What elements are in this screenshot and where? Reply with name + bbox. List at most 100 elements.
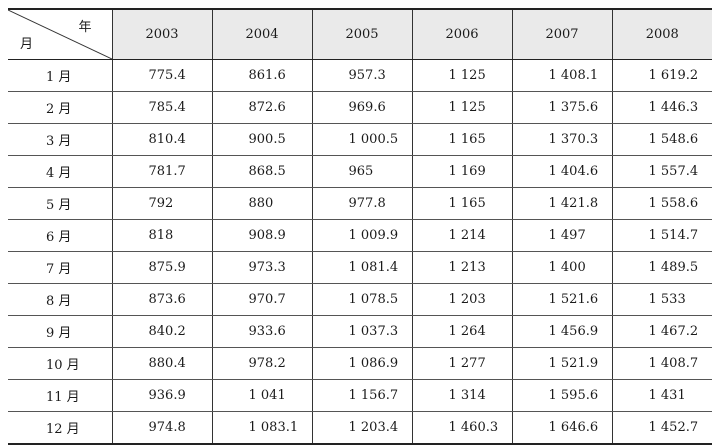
value-cell: 873.6 <box>111 283 213 316</box>
value-cell: 1 521.9 <box>511 347 613 380</box>
value-cell: 1 213 <box>411 251 513 284</box>
month-cell: 5 月 <box>8 187 113 220</box>
value-cell: 1 431 <box>611 379 712 412</box>
value-cell: 900.5 <box>211 123 313 156</box>
value-cell: 1 214 <box>411 219 513 252</box>
value-cell: 1 619.2 <box>612 59 712 92</box>
table-row: 5 月 792 880 977.8 1 165 1 421.8 1 558.6 <box>8 187 712 220</box>
value-cell: 861.6 <box>212 59 313 92</box>
value-cell: 936.9 <box>111 379 213 412</box>
value-cell: 1 557.4 <box>611 155 712 188</box>
value-cell: 1 595.6 <box>511 379 613 412</box>
value-cell: 957.3 <box>312 59 413 92</box>
table-row: 9 月 840.2 933.6 1 037.3 1 264 1 456.9 1 467.2 <box>8 315 712 348</box>
value-cell: 880 <box>211 187 313 220</box>
year-header: 2003 <box>112 8 213 60</box>
month-cell: 6 月 <box>8 219 113 252</box>
value-cell: 840.2 <box>111 315 213 348</box>
value-cell: 1 203.4 <box>311 411 413 445</box>
value-cell: 1 521.6 <box>511 283 613 316</box>
value-cell: 978.2 <box>211 347 313 380</box>
value-cell: 1 009.9 <box>311 219 413 252</box>
month-cell: 4 月 <box>8 155 113 188</box>
value-cell: 933.6 <box>211 315 313 348</box>
month-cell: 11 月 <box>8 379 113 412</box>
value-cell: 970.7 <box>211 283 313 316</box>
value-cell: 1 000.5 <box>311 123 413 156</box>
header-row: 年 月 2003 2004 2005 2006 2007 2008 <box>8 8 712 60</box>
value-cell: 1 467.2 <box>611 315 712 348</box>
value-cell: 875.9 <box>111 251 213 284</box>
value-cell: 810.4 <box>111 123 213 156</box>
corner-header-cell: 年 月 <box>8 8 113 60</box>
corner-month-label: 月 <box>20 37 34 52</box>
value-cell: 908.9 <box>211 219 313 252</box>
value-cell: 880.4 <box>111 347 213 380</box>
value-cell: 1 203 <box>411 283 513 316</box>
year-header: 2006 <box>412 8 513 60</box>
value-cell: 965 <box>311 155 413 188</box>
corner-year-label: 年 <box>78 20 92 35</box>
value-cell: 1 408.7 <box>611 347 712 380</box>
value-cell: 868.5 <box>211 155 313 188</box>
value-cell: 969.6 <box>311 91 413 124</box>
value-cell: 1 125 <box>411 91 513 124</box>
value-cell: 1 400 <box>511 251 613 284</box>
value-cell: 1 514.7 <box>611 219 712 252</box>
value-cell: 785.4 <box>111 91 213 124</box>
year-header: 2004 <box>212 8 313 60</box>
value-cell: 1 489.5 <box>611 251 712 284</box>
value-cell: 1 375.6 <box>511 91 613 124</box>
value-cell: 1 370.3 <box>511 123 613 156</box>
table-row: 1 月 775.4 861.6 957.3 1 125 1 408.1 1 619.2 <box>8 59 712 92</box>
table-row: 10 月 880.4 978.2 1 086.9 1 277 1 521.9 1 408.7 <box>8 347 712 380</box>
value-cell: 1 165 <box>411 123 513 156</box>
table-row: 7 月 875.9 973.3 1 081.4 1 213 1 400 1 489.5 <box>8 251 712 284</box>
value-cell: 1 460.3 <box>411 411 513 445</box>
value-cell: 1 169 <box>411 155 513 188</box>
month-cell: 1 月 <box>8 59 113 92</box>
month-cell: 9 月 <box>8 315 113 348</box>
value-cell: 1 421.8 <box>511 187 613 220</box>
table-row: 3 月 810.4 900.5 1 000.5 1 165 1 370.3 1 548.6 <box>8 123 712 156</box>
month-cell: 7 月 <box>8 251 113 284</box>
value-cell: 1 452.7 <box>611 411 712 445</box>
year-header: 2008 <box>612 8 712 60</box>
value-cell: 775.4 <box>112 59 213 92</box>
value-cell: 1 404.6 <box>511 155 613 188</box>
value-cell: 1 081.4 <box>311 251 413 284</box>
month-cell: 10 月 <box>8 347 113 380</box>
month-cell: 8 月 <box>8 283 113 316</box>
year-header: 2007 <box>512 8 613 60</box>
value-cell: 1 446.3 <box>611 91 712 124</box>
table-row: 4 月 781.7 868.5 965 1 169 1 404.6 1 557.4 <box>8 155 712 188</box>
value-cell: 1 533 <box>611 283 712 316</box>
month-cell: 12 月 <box>8 411 113 445</box>
value-cell: 1 548.6 <box>611 123 712 156</box>
value-cell: 1 086.9 <box>311 347 413 380</box>
value-cell: 1 314 <box>411 379 513 412</box>
table-row: 2 月 785.4 872.6 969.6 1 125 1 375.6 1 446.3 <box>8 91 712 124</box>
value-cell: 1 497 <box>511 219 613 252</box>
value-cell: 818 <box>111 219 213 252</box>
value-cell: 872.6 <box>211 91 313 124</box>
value-cell: 1 037.3 <box>311 315 413 348</box>
value-cell: 977.8 <box>311 187 413 220</box>
diagonal-divider <box>8 10 112 59</box>
value-cell: 1 041 <box>211 379 313 412</box>
year-header: 2005 <box>312 8 413 60</box>
value-cell: 1 646.6 <box>511 411 613 445</box>
table-row: 8 月 873.6 970.7 1 078.5 1 203 1 521.6 1 533 <box>8 283 712 316</box>
value-cell: 1 558.6 <box>611 187 712 220</box>
month-cell: 2 月 <box>8 91 113 124</box>
value-cell: 1 456.9 <box>511 315 613 348</box>
value-cell: 1 264 <box>411 315 513 348</box>
table-row: 6 月 818 908.9 1 009.9 1 214 1 497 1 514.7 <box>8 219 712 252</box>
value-cell: 1 165 <box>411 187 513 220</box>
value-cell: 1 078.5 <box>311 283 413 316</box>
value-cell: 1 156.7 <box>311 379 413 412</box>
value-cell: 1 277 <box>411 347 513 380</box>
value-cell: 974.8 <box>111 411 213 445</box>
value-cell: 1 083.1 <box>211 411 313 445</box>
table-row: 11 月 936.9 1 041 1 156.7 1 314 1 595.6 1 431 <box>8 379 712 412</box>
